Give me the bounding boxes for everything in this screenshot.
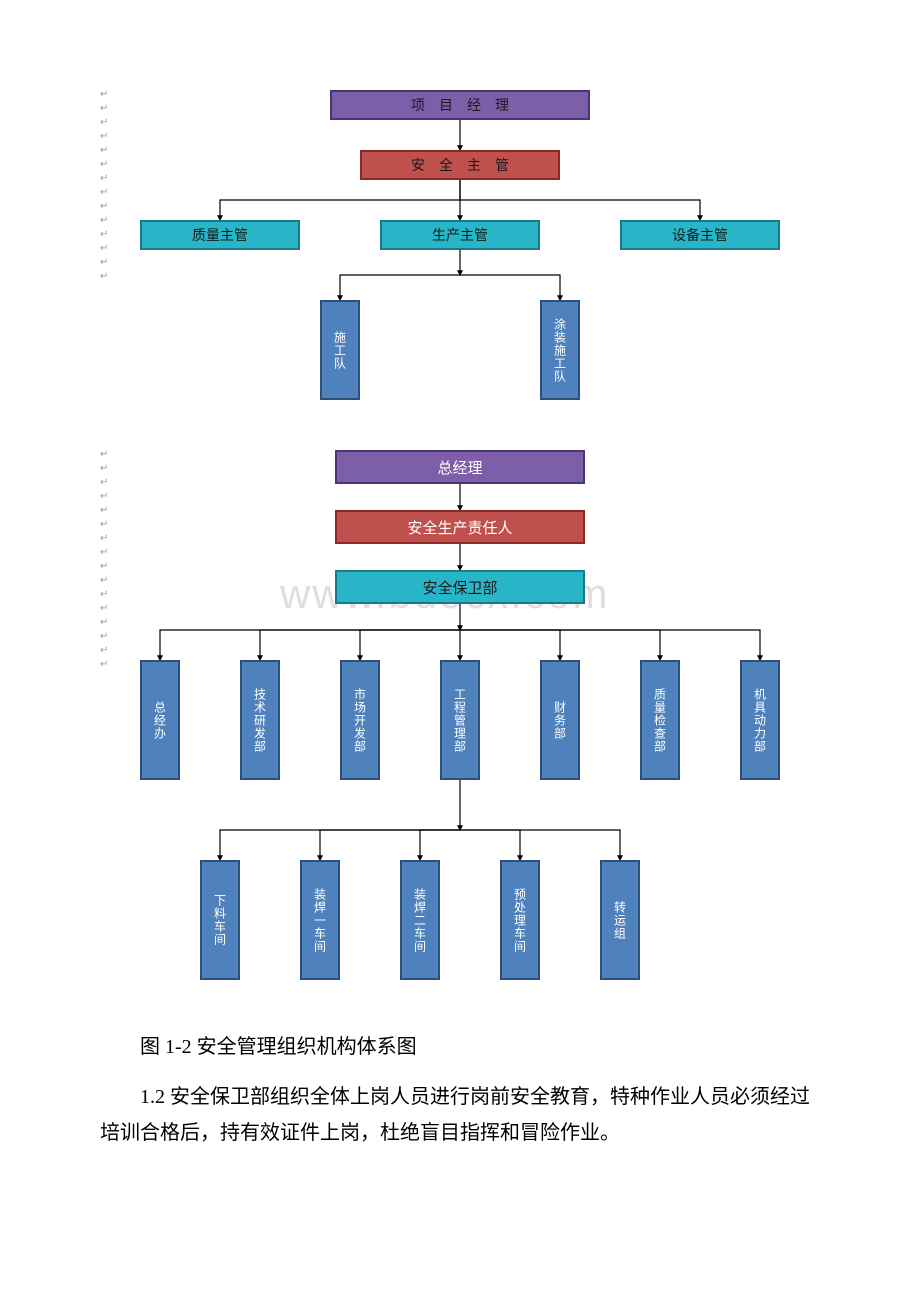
document-page: ↵↵↵↵↵↵↵↵↵↵↵↵↵↵ 项 目 经 理安 全 主 管质量主管 生产主管 设备主… xyxy=(0,0,920,1221)
figure-caption: 图 1-2 安全管理组织机构体系图 xyxy=(140,1030,820,1059)
d1-team2: 涂装施工队 xyxy=(540,300,580,400)
d2-c3: 市场开发部 xyxy=(340,660,380,780)
d2-w1: 下料车间 xyxy=(200,860,240,980)
d2-c6: 质量检查部 xyxy=(640,660,680,780)
d1-qual: 质量主管 xyxy=(140,220,300,250)
org-chart-2: ↵↵↵↵↵↵↵↵↵↵↵↵↵↵↵↵ www.bdocx.com总经理安全生产责任人… xyxy=(100,440,820,1000)
d1-safe: 安 全 主 管 xyxy=(360,150,560,180)
d2-resp: 安全生产责任人 xyxy=(335,510,585,544)
d2-c5: 财务部 xyxy=(540,660,580,780)
d2-w3: 装焊二车间 xyxy=(400,860,440,980)
d2-c2: 技术研发部 xyxy=(240,660,280,780)
org-chart-1: ↵↵↵↵↵↵↵↵↵↵↵↵↵↵ 项 目 经 理安 全 主 管质量主管 生产主管 设备主… xyxy=(100,80,820,420)
d1-equip: 设备主管 xyxy=(620,220,780,250)
d2-w2: 装焊一车间 xyxy=(300,860,340,980)
d2-c1: 总经办 xyxy=(140,660,180,780)
d2-c4: 工程管理部 xyxy=(440,660,480,780)
paragraph-marks: ↵↵↵↵↵↵↵↵↵↵↵↵↵↵ xyxy=(100,88,108,284)
body-paragraph: 1.2 安全保卫部组织全体上岗人员进行岗前安全教育，特种作业人员必须经过培训合格… xyxy=(100,1079,820,1151)
d2-gm: 总经理 xyxy=(335,450,585,484)
d1-team1: 施工队 xyxy=(320,300,360,400)
d1-prod: 生产主管 xyxy=(380,220,540,250)
d2-w5: 转运组 xyxy=(600,860,640,980)
d2-c7: 机具动力部 xyxy=(740,660,780,780)
d2-dept: 安全保卫部 xyxy=(335,570,585,604)
d2-w4: 预处理车间 xyxy=(500,860,540,980)
d1-pm: 项 目 经 理 xyxy=(330,90,590,120)
paragraph-marks: ↵↵↵↵↵↵↵↵↵↵↵↵↵↵↵↵ xyxy=(100,448,108,672)
